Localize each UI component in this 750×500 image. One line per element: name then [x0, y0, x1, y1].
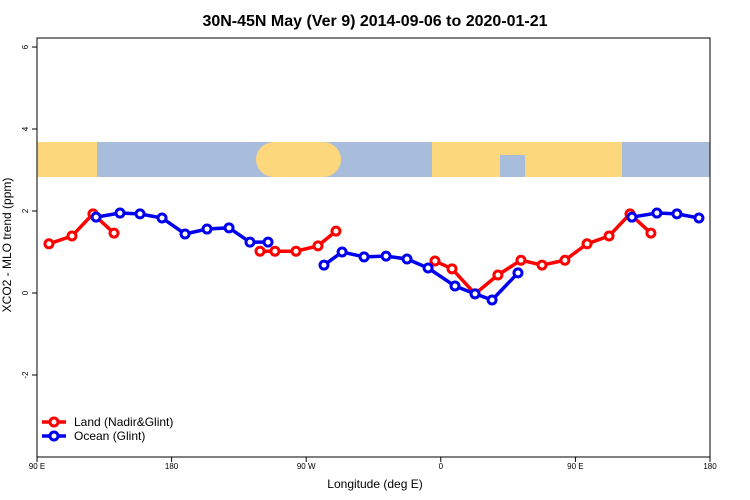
land-shape — [432, 142, 622, 177]
x-tick-label: 90 W — [297, 462, 316, 471]
legend-label: Land (Nadir&Glint) — [74, 415, 173, 429]
point — [446, 263, 458, 275]
point — [269, 245, 281, 257]
point — [244, 236, 256, 248]
point — [134, 208, 146, 220]
x-tick-label: 180 — [703, 462, 717, 471]
point — [449, 280, 461, 292]
point — [290, 245, 302, 257]
point — [254, 245, 266, 257]
point — [603, 230, 615, 242]
point — [645, 227, 657, 239]
point — [515, 254, 527, 266]
point — [512, 267, 524, 279]
point — [179, 228, 191, 240]
chart-title: 30N-45N May (Ver 9) 2014-09-06 to 2020-0… — [202, 13, 547, 30]
point — [201, 223, 213, 235]
point — [486, 294, 498, 306]
land-shape — [37, 142, 97, 177]
point — [626, 211, 638, 223]
point — [318, 259, 330, 271]
land-shape — [256, 142, 341, 177]
point — [156, 212, 168, 224]
point — [422, 262, 434, 274]
y-axis-label: XCO2 - MLO trend (ppm) — [0, 178, 14, 313]
x-axis-label: Longitude (deg E) — [327, 477, 422, 491]
point — [330, 225, 342, 237]
y-tick-label: -2 — [21, 371, 30, 379]
point — [401, 253, 413, 265]
point — [492, 269, 504, 281]
point — [262, 236, 274, 248]
point — [90, 211, 102, 223]
point — [671, 208, 683, 220]
x-tick-label: 180 — [165, 462, 179, 471]
point — [312, 240, 324, 252]
point — [114, 207, 126, 219]
point — [581, 238, 593, 250]
legend-marker — [48, 430, 60, 442]
point — [108, 227, 120, 239]
series-line — [48, 211, 116, 246]
point — [336, 246, 348, 258]
point — [651, 207, 663, 219]
legend-marker — [48, 416, 60, 428]
point — [223, 222, 235, 234]
x-tick-label: 90 E — [29, 462, 45, 471]
point — [536, 259, 548, 271]
series-line — [434, 211, 653, 297]
map-band — [37, 142, 710, 177]
y-tick-label: 6 — [21, 44, 30, 49]
y-tick-label: 0 — [21, 290, 30, 295]
point — [66, 230, 78, 242]
x-tick-label: 0 — [439, 462, 444, 471]
point — [559, 254, 571, 266]
point — [380, 250, 392, 262]
point — [693, 212, 705, 224]
point — [469, 288, 481, 300]
series-line — [322, 250, 520, 303]
legend-label: Ocean (Glint) — [74, 429, 145, 443]
y-tick-label: 2 — [21, 208, 30, 213]
sea-shape — [500, 155, 525, 177]
plot-frame — [36, 37, 711, 458]
point — [358, 251, 370, 263]
y-tick-label: 4 — [21, 126, 30, 131]
point — [43, 238, 55, 250]
point — [429, 255, 441, 267]
series-line — [631, 211, 700, 220]
x-tick-label: 90 E — [567, 462, 583, 471]
